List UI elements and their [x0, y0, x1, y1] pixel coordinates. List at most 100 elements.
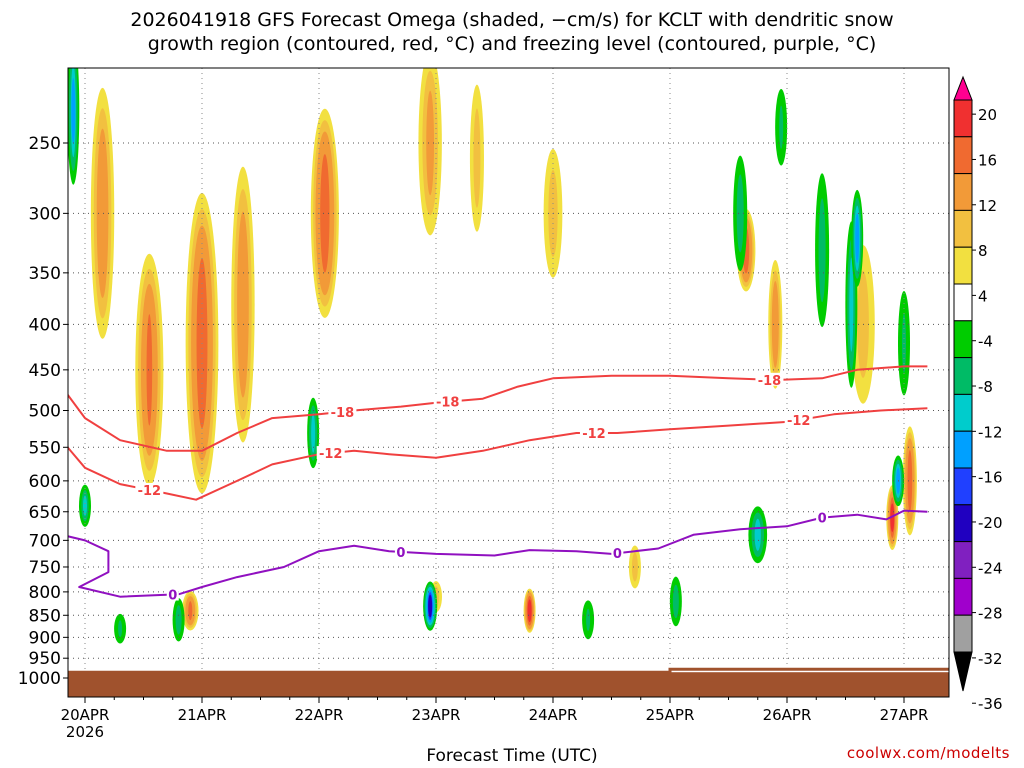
- colorbar-segment-4: [953, 246, 973, 285]
- colorbar-top-arrow: [953, 75, 973, 101]
- chart-title-line-1: 2026041918 GFS Forecast Omega (shaded, −…: [130, 9, 894, 31]
- credit-link[interactable]: coolwx.com/modelts: [846, 744, 1010, 762]
- x-tick-24APR: 24APR: [529, 706, 578, 724]
- omega-blob-23-level-8: [736, 174, 744, 253]
- omega-blob-25-level-8: [818, 198, 826, 303]
- x-tick-20APR: 20APR: [61, 706, 110, 724]
- y-tick-500: 500: [29, 402, 61, 422]
- omega-blob-5-level-8: [426, 90, 435, 196]
- colorbar-segment-1: [953, 136, 973, 175]
- y-tick-300: 300: [29, 204, 61, 224]
- contour-label-bg-1-0: [135, 482, 164, 496]
- y-tick-600: 600: [29, 472, 61, 492]
- omega-blob-19-level-12: [311, 413, 316, 453]
- y-tick-250: 250: [29, 134, 61, 154]
- contour-label-1-1: -12: [319, 447, 343, 462]
- colorbar-label-1: 16: [978, 151, 997, 169]
- omega-blob-9-level-8: [771, 280, 779, 368]
- y-tick-1000: 1000: [18, 669, 61, 689]
- y-tick-700: 700: [29, 531, 61, 551]
- colorbar-label-9: -20: [978, 514, 1003, 532]
- contour-label-bg-0-2: [755, 372, 784, 386]
- omega-blob-24-level-12: [754, 518, 761, 551]
- omega-blob-31-level-8: [779, 105, 784, 149]
- colorbar-segment-12: [953, 541, 973, 579]
- x-tick-25APR: 25APR: [646, 706, 695, 724]
- omega-blob-20-level-24: [428, 594, 433, 618]
- colorbar-label-4: 4: [978, 287, 988, 305]
- colorbar-segment-13: [953, 577, 973, 616]
- omega-blob-29-level-16: [71, 78, 76, 144]
- y-tick-400: 400: [29, 315, 61, 335]
- ground-fill: [68, 672, 949, 697]
- x-tick-27APR: 27APR: [880, 706, 929, 724]
- omega-blob-4-level-12: [320, 154, 330, 273]
- contour-line-1: [68, 407, 928, 501]
- contour-label-bg-2-2: [611, 546, 624, 560]
- x-tick-26APR: 26APR: [763, 706, 812, 724]
- colorbar-label-7: -12: [978, 423, 1003, 441]
- grid-lines: [68, 68, 949, 697]
- omega-shading: [68, 68, 917, 644]
- y-tick-950: 950: [29, 649, 61, 669]
- contour-label-1-2: -12: [582, 427, 606, 442]
- y-tick-650: 650: [29, 503, 61, 523]
- contour-label-1-3: -12: [787, 414, 811, 429]
- y-axis: 2503003504004505005506006507007508008509…: [18, 134, 68, 689]
- omega-blob-27-level-16: [855, 213, 860, 264]
- y-tick-900: 900: [29, 628, 61, 648]
- colorbar-segment-3: [953, 209, 973, 248]
- omega-blob-14-level-16: [527, 599, 532, 623]
- contour-label-2-1: 0: [396, 546, 405, 561]
- omega-blob-3-level-8: [237, 211, 249, 398]
- colorbar-legend: 20 16 12 8 4 -4 -8 -12 -16 -20 -24 -28 -32 -36: [953, 75, 1003, 713]
- contour-label-bg-1-1: [316, 446, 345, 460]
- omega-blob-26-level-12: [849, 257, 854, 352]
- contour-label-bg-1-2: [579, 425, 608, 439]
- x-tick-22APR: 22APR: [295, 706, 344, 724]
- y-tick-850: 850: [29, 606, 61, 626]
- contour-label-bg-1-3: [784, 413, 813, 427]
- contour-label-bg-2-1: [394, 544, 407, 558]
- contour-label-bg-0-0: [328, 404, 357, 418]
- y-tick-450: 450: [29, 361, 61, 381]
- contour-label-2-3: 0: [818, 512, 827, 527]
- colorbar-segment-11: [953, 504, 973, 543]
- contour-label-0-0: -18: [331, 406, 355, 421]
- colorbar-label-2: 12: [978, 197, 997, 215]
- omega-blob-1-level-12: [146, 314, 153, 426]
- omega-blob-12-level-12: [907, 449, 913, 512]
- x-axis: 20APR 21APR 22APR 23APR 24APR 25APR 26APR 27APR…: [61, 697, 929, 741]
- x-tick-23APR: 23APR: [412, 706, 461, 724]
- omega-blob-30-level-12: [83, 495, 87, 516]
- x-tick-21APR: 21APR: [178, 706, 227, 724]
- terrain-ground: [68, 667, 949, 697]
- colorbar-label-12: -32: [978, 650, 1003, 668]
- colorbar-segment-14: [953, 614, 973, 653]
- omega-blob-6-level-6: [473, 108, 481, 208]
- plot-frame: [67, 67, 950, 698]
- temperature-contours: -18 -18 -18 -12 -12 -12 -12 0 0 0 0: [68, 365, 928, 604]
- y-tick-800: 800: [29, 583, 61, 603]
- colorbar-segment-7: [953, 357, 973, 395]
- contour-label-0-1: -18: [436, 396, 460, 411]
- colorbar-label-0: 20: [978, 106, 997, 124]
- contour-line-2: [68, 509, 928, 598]
- omega-blob-18-level-8: [175, 605, 182, 635]
- x-year-label: 2026: [66, 723, 104, 741]
- omega-blob-21-level-8: [586, 608, 591, 631]
- ground-top: [68, 667, 949, 674]
- contour-label-1-0: -12: [138, 484, 162, 499]
- colorbar-segment-0: [953, 99, 973, 138]
- colorbar-segment-2: [953, 173, 973, 211]
- colorbar-bottom-arrow: [953, 651, 973, 692]
- colorbar-label-10: -24: [978, 559, 1003, 577]
- contour-label-bg-2-0: [166, 587, 179, 601]
- colorbar-segment-5: [953, 283, 973, 322]
- contour-label-2-2: 0: [613, 547, 622, 562]
- omega-blob-13-level-12: [188, 601, 193, 621]
- colorbar-segment-10: [953, 467, 973, 506]
- contour-label-bg-2-3: [816, 510, 829, 524]
- colorbar-label-8: -16: [978, 469, 1003, 487]
